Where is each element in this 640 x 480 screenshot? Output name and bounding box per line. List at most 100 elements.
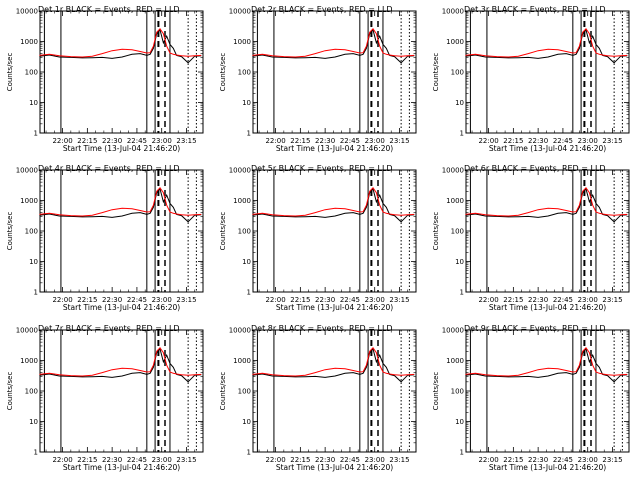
- y-tick-label: 10000: [16, 327, 38, 335]
- y-tick-label: 10000: [16, 8, 38, 16]
- y-axis-label: Counts/sec: [219, 212, 227, 251]
- x-tick-label: 22:45: [127, 296, 147, 304]
- x-tick-label: 23:15: [389, 137, 409, 145]
- y-tick-label: 1: [247, 130, 251, 138]
- x-tick-label: 22:30: [528, 456, 548, 464]
- x-tick-label: 22:00: [478, 296, 498, 304]
- x-tick-label: 22:45: [553, 296, 573, 304]
- lld-series-line: [39, 347, 202, 377]
- chart-title: Det 4r BLACK = Events, RED = LLD: [38, 164, 180, 173]
- y-tick-label: 10000: [229, 8, 251, 16]
- chart-title: Det 9r BLACK = Events, RED = LLD: [464, 324, 606, 333]
- x-tick-label: 22:45: [553, 456, 573, 464]
- events-series-line: [252, 347, 415, 383]
- x-tick-label: 23:15: [176, 456, 196, 464]
- y-tick-label: 100: [451, 69, 464, 77]
- y-tick-label: 1000: [233, 357, 251, 365]
- x-tick-label: 23:00: [578, 137, 598, 145]
- x-axis-label: Start Time (13-Jul-04 21:46:20): [63, 144, 180, 153]
- y-tick-label: 1000: [446, 38, 464, 46]
- y-axis-label: Counts/sec: [6, 53, 14, 92]
- plot-frame: [465, 329, 630, 453]
- x-tick-label: 22:00: [52, 456, 72, 464]
- y-tick-label: 10: [455, 418, 464, 426]
- y-tick-label: 100: [238, 388, 251, 396]
- events-series-line: [39, 187, 202, 223]
- y-axis-label: Counts/sec: [432, 53, 440, 92]
- chart-title: Det 7r BLACK = Events, RED = LLD: [38, 324, 180, 333]
- x-tick-label: 22:30: [315, 456, 335, 464]
- x-tick-label: 23:15: [176, 137, 196, 145]
- y-tick-label: 1000: [446, 357, 464, 365]
- chart-panel: Det 9r BLACK = Events, RED = LLD 1 10 100 10…: [432, 324, 630, 472]
- x-axis-label: Start Time (13-Jul-04 21:46:20): [489, 144, 606, 153]
- y-tick-label: 1: [460, 449, 464, 457]
- x-tick-label: 22:00: [478, 137, 498, 145]
- y-tick-label: 10: [29, 99, 38, 107]
- x-tick-label: 23:15: [176, 296, 196, 304]
- x-axis-label: Start Time (13-Jul-04 21:46:20): [489, 463, 606, 472]
- x-axis-label: Start Time (13-Jul-04 21:46:20): [276, 303, 393, 312]
- x-tick-label: 22:15: [77, 296, 97, 304]
- y-tick-label: 10: [29, 258, 38, 266]
- x-tick-label: 22:15: [290, 137, 310, 145]
- chart-panel: Det 3r BLACK = Events, RED = LLD 1 10 100 10…: [432, 5, 630, 153]
- x-tick-label: 22:45: [127, 456, 147, 464]
- y-tick-label: 100: [451, 388, 464, 396]
- x-tick-label: 22:30: [315, 296, 335, 304]
- y-tick-label: 1: [247, 449, 251, 457]
- x-tick-label: 22:15: [290, 456, 310, 464]
- chart-title: Det 6r BLACK = Events, RED = LLD: [464, 164, 606, 173]
- y-tick-label: 10000: [442, 327, 464, 335]
- x-tick-label: 22:30: [102, 456, 122, 464]
- y-tick-label: 1: [34, 130, 38, 138]
- x-tick-label: 23:15: [389, 296, 409, 304]
- x-tick-label: 23:15: [602, 456, 622, 464]
- y-tick-label: 1: [34, 289, 38, 297]
- chart-title: Det 3r BLACK = Events, RED = LLD: [464, 5, 606, 14]
- x-tick-label: 22:30: [102, 137, 122, 145]
- x-axis-label: Start Time (13-Jul-04 21:46:20): [276, 463, 393, 472]
- x-tick-label: 23:00: [578, 296, 598, 304]
- x-tick-label: 23:15: [602, 137, 622, 145]
- x-tick-label: 22:30: [102, 296, 122, 304]
- x-tick-label: 22:30: [528, 137, 548, 145]
- y-tick-label: 100: [238, 69, 251, 77]
- plot-frame: [39, 169, 204, 293]
- x-tick-label: 23:00: [152, 137, 172, 145]
- events-series-line: [39, 28, 202, 64]
- y-tick-label: 10: [242, 258, 251, 266]
- events-series-line: [252, 187, 415, 223]
- x-tick-label: 23:15: [389, 456, 409, 464]
- x-tick-label: 22:15: [290, 296, 310, 304]
- y-tick-label: 1: [460, 289, 464, 297]
- y-tick-label: 1000: [233, 38, 251, 46]
- y-tick-label: 1000: [20, 197, 38, 205]
- lld-series-line: [39, 187, 202, 217]
- events-series-line: [39, 347, 202, 383]
- plot-frame: [252, 10, 417, 134]
- lld-series-line: [252, 187, 415, 217]
- lld-series-line: [465, 347, 628, 377]
- y-tick-label: 10000: [16, 167, 38, 175]
- y-tick-label: 1000: [446, 197, 464, 205]
- events-series-line: [465, 347, 628, 383]
- y-axis-label: Counts/sec: [432, 372, 440, 411]
- x-tick-label: 22:15: [77, 456, 97, 464]
- y-tick-label: 10000: [229, 167, 251, 175]
- y-tick-label: 1: [460, 130, 464, 138]
- chart-title: Det 2r BLACK = Events, RED = LLD: [251, 5, 393, 14]
- y-tick-label: 10: [242, 99, 251, 107]
- lld-series-line: [465, 187, 628, 217]
- plot-frame: [252, 169, 417, 293]
- chart-panel: Det 8r BLACK = Events, RED = LLD 1 10 100 10…: [219, 324, 417, 472]
- x-tick-label: 23:15: [602, 296, 622, 304]
- x-tick-label: 22:00: [52, 137, 72, 145]
- y-tick-label: 100: [25, 388, 38, 396]
- y-tick-label: 10000: [442, 167, 464, 175]
- y-tick-label: 100: [25, 69, 38, 77]
- x-tick-label: 22:45: [340, 137, 360, 145]
- x-tick-label: 23:00: [152, 456, 172, 464]
